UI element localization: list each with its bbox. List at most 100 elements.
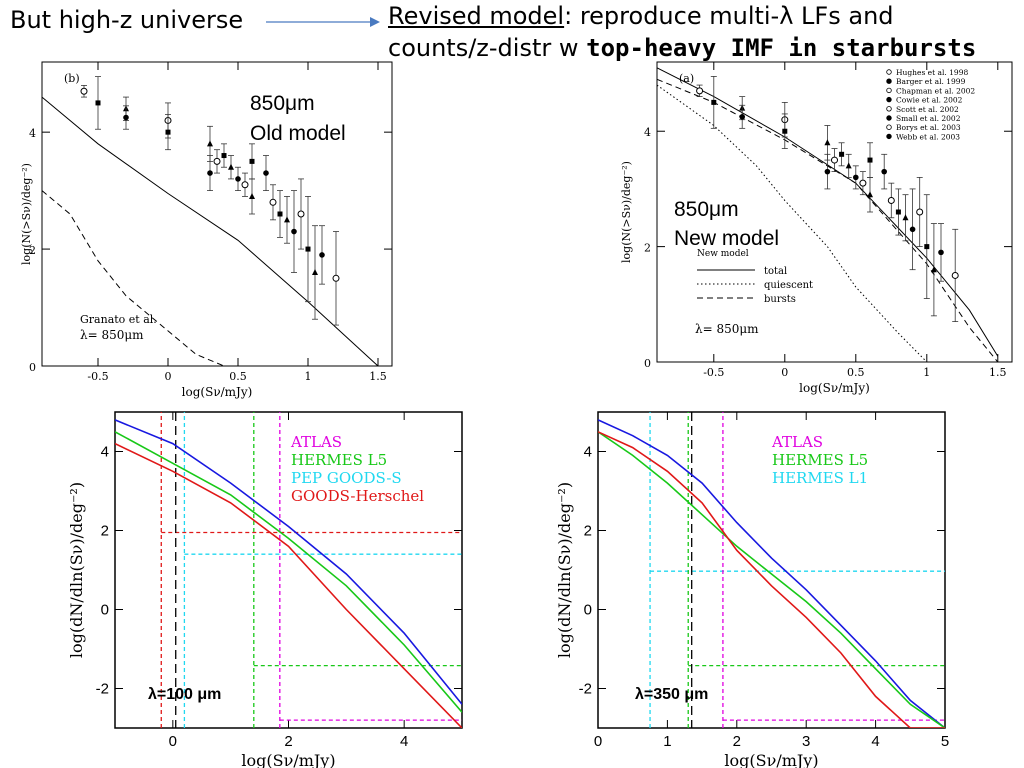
ref-label: Hughes et al. 1998 xyxy=(896,68,968,77)
y-tick-label: 2 xyxy=(101,523,109,540)
chart-c350: 0 1 2 3 4 5 -2 0 2 4 log(Sν/mJy) log(dN/dln(Sν)/deg… xyxy=(555,411,949,768)
data-point xyxy=(696,87,704,95)
x-tick-label: 5 xyxy=(941,733,949,750)
chart-c100: 0 2 4 -2 0 2 4 log(Sν/mJy) log(dN/dln(Sν)/deg⁻²)… xyxy=(67,411,463,768)
y-tick-label: 2 xyxy=(644,242,651,255)
data-point xyxy=(839,151,845,157)
data-point xyxy=(711,99,717,105)
legend-label: ATLAS xyxy=(290,433,342,451)
data-point xyxy=(895,209,901,215)
annotation-model: Old model xyxy=(250,122,346,145)
chart-old: -0.5 0 0.5 1 1.5 0 2 4 log(Sν/mJy) log(N(>Sν)/deg… xyxy=(20,61,393,399)
count-curve xyxy=(115,431,462,713)
x-tick-label: 1.5 xyxy=(369,370,387,383)
x-tick-label: 4 xyxy=(400,733,408,750)
annotation-model: New model xyxy=(674,227,779,250)
legend-label: total xyxy=(764,266,787,277)
ref-label: Cowie et al. 2002 xyxy=(896,96,963,105)
x-tick-label: 1 xyxy=(305,370,312,383)
annotation-wavelength: λ=100 μm xyxy=(148,686,221,703)
ref-label: Small et al. 2002 xyxy=(896,114,961,123)
revised-model-text: Revised model xyxy=(388,2,565,30)
y-tick-label: 4 xyxy=(29,127,36,140)
ref-label: Barger et al. 1999 xyxy=(896,77,966,86)
data-point xyxy=(123,114,129,121)
data-point xyxy=(297,210,305,218)
plot-area xyxy=(657,67,999,362)
ref-label: Chapman et al. 2002 xyxy=(896,86,975,95)
header-left-text: But high-z universe xyxy=(10,6,244,34)
x-axis-label: log(Sν/mJy) xyxy=(724,751,818,768)
data-point xyxy=(924,244,930,250)
x-tick-label: 0.5 xyxy=(229,370,247,383)
y-tick-label: 4 xyxy=(584,444,592,461)
x-tick-label: 2 xyxy=(733,733,741,750)
plot-frame xyxy=(597,411,946,729)
annotation-wavelength: 850μm xyxy=(674,198,739,221)
y-axis-label: log(N(>Sν)/deg⁻²) xyxy=(20,163,33,265)
annotation-wavelength: λ=350 μm xyxy=(635,686,708,703)
y-tick-label: 2 xyxy=(29,244,36,257)
y-tick-label: 4 xyxy=(101,444,109,461)
ref-symbol xyxy=(886,106,892,112)
y-tick-label: 0 xyxy=(584,602,592,619)
data-point xyxy=(916,208,924,216)
legend-label: GOODS-Herschel xyxy=(291,487,424,505)
data-point xyxy=(305,246,311,252)
x-tick-label: -0.5 xyxy=(87,370,108,383)
data-point xyxy=(859,179,867,187)
ref-symbol xyxy=(886,133,892,140)
y-tick-label: -2 xyxy=(579,681,592,698)
data-point xyxy=(887,196,895,204)
y-tick-label: 0 xyxy=(29,361,36,374)
data-point xyxy=(319,252,325,258)
chart-new: -0.5 0 0.5 1 1.5 0 2 4 log(Sν/mJy) log(N(>Sν)/deg… xyxy=(620,61,1013,395)
ref-label: Webb et al. 2003 xyxy=(896,132,960,141)
x-axis-label: log(Sν/mJy) xyxy=(241,751,335,768)
count-curve xyxy=(598,431,945,728)
y-tick-label: 0 xyxy=(101,602,109,619)
y-axis-label: log(dN/dln(Sν)/deg⁻²) xyxy=(67,482,86,658)
data-point xyxy=(739,114,745,120)
data-point xyxy=(249,158,255,164)
header-right-line2-normal: counts/z-distr w xyxy=(388,34,587,62)
data-point xyxy=(228,163,234,170)
ref-symbol xyxy=(886,78,892,84)
annotation-wavelength: 850μm xyxy=(250,92,315,115)
data-point xyxy=(845,162,852,169)
legend-title: New model xyxy=(697,249,749,259)
data-point xyxy=(263,170,269,176)
note-lambda: λ= 850μm xyxy=(695,322,759,336)
header-right-line2-bold: top-heavy IMF in starbursts xyxy=(586,34,977,62)
data-point xyxy=(221,153,227,159)
legend-label: PEP GOODS-S xyxy=(291,469,402,487)
data-point xyxy=(80,87,88,95)
x-tick-label: 3 xyxy=(802,733,810,750)
header-right-line2: counts/z-distr w top-heavy IMF in starbu… xyxy=(388,34,976,62)
data-point xyxy=(269,198,277,206)
data-point xyxy=(312,268,318,275)
ref-symbol xyxy=(886,124,892,130)
x-tick-label: 0 xyxy=(781,366,788,379)
x-axis-label: log(Sν/mJy) xyxy=(799,381,870,395)
x-tick-label: 0.5 xyxy=(847,366,865,379)
data-point xyxy=(824,168,831,175)
data-point xyxy=(332,274,340,282)
count-curve xyxy=(115,442,462,728)
data-point xyxy=(853,174,859,181)
ref-symbol xyxy=(886,96,892,103)
data-point xyxy=(909,226,916,233)
data-point xyxy=(207,140,213,147)
legend-label: quiescent xyxy=(764,280,813,291)
legend-label: bursts xyxy=(764,294,796,305)
model-line-solid xyxy=(42,96,379,366)
data-point xyxy=(277,211,283,217)
data-point xyxy=(881,168,887,175)
plot-frame xyxy=(41,61,393,367)
legend-label: HERMES L1 xyxy=(772,469,868,487)
legend-label: HERMES L5 xyxy=(291,451,387,469)
x-tick-label: 1.5 xyxy=(989,366,1007,379)
plot-frame xyxy=(656,61,1013,363)
data-point xyxy=(782,128,788,134)
